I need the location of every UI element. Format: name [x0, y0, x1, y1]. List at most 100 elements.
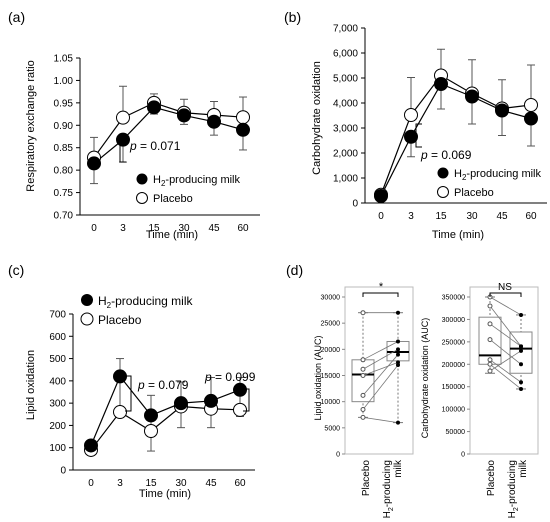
x-tick-label: 45 — [205, 478, 217, 489]
y-tick-label: 0.90 — [54, 121, 74, 132]
panel-a-ylabel: Respiratory exchange ratio — [25, 60, 37, 191]
data-point-h2 — [113, 369, 127, 384]
y-tick-label: 50000 — [446, 429, 466, 436]
data-point-h2 — [495, 103, 509, 118]
paired-point-h2 — [519, 362, 523, 367]
paired-line — [362, 348, 399, 370]
paired-line — [362, 341, 399, 361]
panel-a-pvalue: p = 0.071 — [129, 139, 181, 153]
x-tick-label: 3 — [120, 223, 126, 234]
data-point-placebo — [404, 108, 418, 122]
x-tick-label: 30 — [178, 223, 190, 234]
panel-c-pvalue-60: p = 0.099 — [204, 370, 256, 384]
panel-a: (a) Respiratory exchange ratio Time (min… — [8, 9, 260, 241]
y-tick-label: 20000 — [321, 347, 341, 354]
panel-c-sig-bracket-60 — [243, 388, 250, 412]
data-point-h2 — [374, 189, 388, 203]
panel-d-label: (d) — [286, 262, 303, 278]
panel-b-yticks: 0 1,000 2,000 3,000 4,000 5,000 6,000 7,000 — [333, 24, 365, 210]
x-tick-label: 3 — [408, 211, 414, 222]
paired-point-h2 — [396, 352, 400, 357]
panel-b: (b) Carbohydrate oxidation Time (min) 0 1… — [284, 9, 547, 241]
paired-point-placebo — [487, 303, 493, 309]
y-tick-label: 10000 — [321, 399, 341, 406]
legend-filled-marker — [136, 173, 148, 185]
panel-d2-xlabel-h2-line1: H2-producing — [507, 460, 520, 518]
panel-d2-sig-label: NS — [498, 282, 512, 293]
y-tick-label: 0 — [461, 452, 465, 459]
data-point-h2 — [404, 129, 418, 144]
x-tick-label: 0 — [88, 478, 94, 489]
y-tick-label: 200 — [49, 421, 66, 432]
panel-d1-xlabel-placebo: Placebo — [361, 460, 372, 497]
paired-line — [362, 354, 399, 396]
paired-point-placebo — [360, 373, 366, 378]
x-tick-label: 45 — [208, 223, 220, 234]
panel-c-legend: H2-producing milk Placebo — [80, 294, 193, 327]
panel-d1-plot — [351, 310, 410, 425]
paired-line — [489, 339, 522, 365]
y-tick-label: 300 — [49, 399, 66, 410]
panel-d2-yticks: 0 50000 100000 150000 200000 250000 300000 3500… — [442, 295, 470, 459]
paired-point-placebo — [487, 321, 493, 327]
panel-d1-frame — [344, 286, 414, 455]
panel-d1-sig-bracket — [362, 292, 399, 297]
y-tick-label: 150000 — [442, 384, 465, 391]
paired-line — [489, 350, 522, 372]
y-tick-label: 400 — [49, 376, 66, 387]
panel-d1-yticks: 0 5000 10000 15000 20000 25000 30000 — [321, 295, 345, 459]
panel-d1-xlabel-h2-line1: H2-producing — [382, 460, 395, 518]
y-tick-label: 2,000 — [333, 149, 358, 160]
panel-a-legend: H2-producing milk Placebo — [136, 173, 240, 205]
panel-d2-plot — [478, 294, 533, 391]
y-tick-label: 7,000 — [333, 24, 358, 35]
data-point-h2 — [236, 122, 250, 137]
panel-b-legend: H2-producing milk Placebo — [437, 167, 541, 199]
paired-point-h2 — [396, 420, 400, 425]
panel-a-sig-bracket — [119, 139, 126, 163]
legend-label-placebo: Placebo — [454, 187, 494, 199]
panel-d1-xlabel-h2-line2: milk — [393, 459, 404, 478]
legend-label-h2: H2-producing milk — [454, 168, 541, 182]
legend-open-marker — [136, 192, 148, 204]
paired-point-placebo — [487, 337, 493, 343]
x-tick-label: 3 — [117, 478, 123, 489]
box — [509, 331, 533, 374]
y-tick-label: 0 — [352, 199, 358, 210]
y-tick-label: 0.85 — [54, 143, 74, 154]
x-tick-label: 30 — [466, 211, 478, 222]
y-tick-label: 5,000 — [333, 74, 358, 85]
legend-label-placebo: Placebo — [98, 313, 142, 327]
panel-c: (c) Lipid oxidation Time (min) 010020030… — [8, 262, 256, 500]
y-tick-label: 0 — [336, 452, 340, 459]
y-tick-label: 300000 — [442, 317, 465, 324]
paired-point-h2 — [519, 386, 523, 391]
legend-filled-marker — [437, 167, 449, 179]
y-tick-label: 350000 — [442, 295, 465, 302]
paired-line — [362, 364, 399, 410]
panel-c-xlabel: Time (min) — [139, 488, 191, 500]
paired-point-h2 — [396, 339, 400, 344]
x-tick-label: 0 — [91, 223, 97, 234]
y-tick-label: 0.75 — [54, 188, 74, 199]
paired-point-placebo — [360, 357, 366, 363]
paired-point-h2 — [519, 344, 523, 349]
paired-point-h2 — [519, 312, 523, 317]
data-point-h2 — [233, 382, 247, 397]
panel-c-yticks: 0 100 200 300 400 500 600 700 — [49, 310, 73, 477]
data-point-h2 — [207, 114, 221, 129]
data-point-placebo — [524, 98, 538, 112]
paired-point-placebo — [360, 407, 366, 413]
x-tick-label: 45 — [496, 211, 508, 222]
panel-a-plot — [87, 85, 250, 185]
data-point-h2 — [434, 77, 448, 91]
y-tick-label: 100 — [49, 443, 66, 454]
paired-line — [489, 359, 522, 383]
paired-point-h2 — [396, 347, 400, 352]
x-tick-label: 15 — [148, 223, 160, 234]
panel-c-ylabel: Lipid oxidation — [25, 350, 37, 420]
panel-a-xticks: 0 3 15 30 45 60 — [91, 223, 249, 234]
panel-b-ylabel: Carbohydrate oxidation — [311, 61, 323, 175]
x-tick-label: 0 — [378, 211, 384, 222]
legend-open-marker — [437, 186, 449, 198]
